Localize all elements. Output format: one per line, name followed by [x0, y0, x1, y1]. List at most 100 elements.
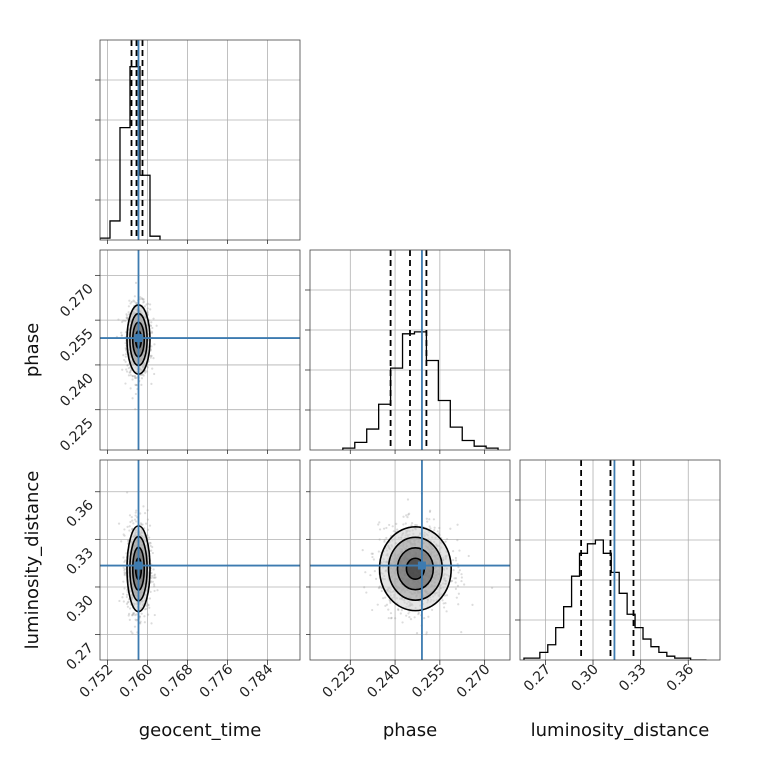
sample-point [140, 612, 143, 615]
sample-point [406, 498, 410, 501]
axes-frame [99, 459, 301, 661]
sample-point [129, 302, 132, 305]
sample-point [139, 620, 142, 623]
panel-content [100, 460, 300, 660]
sample-point [149, 544, 152, 547]
sample-point [384, 604, 387, 608]
sample-point [460, 630, 463, 634]
sample-point [146, 307, 149, 310]
sample-point [380, 589, 383, 593]
sample-point [128, 529, 131, 532]
sample-point [146, 613, 150, 616]
sample-point [123, 572, 126, 576]
sample-point [127, 539, 130, 542]
sample-point [128, 525, 131, 528]
y-tick-label: 0.33 [63, 545, 96, 578]
sample-point [395, 522, 398, 525]
sample-point [141, 373, 144, 376]
sample-point [385, 526, 388, 530]
x-axis-label: geocent_time [139, 720, 262, 741]
sample-point [456, 562, 459, 566]
sample-point [148, 524, 152, 527]
sample-point [120, 331, 123, 334]
sample-point [429, 509, 432, 512]
sample-point [150, 549, 153, 552]
sample-point [392, 530, 395, 533]
sample-point [441, 599, 444, 602]
sample-point [141, 523, 144, 526]
sample-point [407, 512, 411, 515]
sample-point [132, 612, 136, 615]
sample-point [134, 376, 137, 380]
sample-point [155, 324, 158, 327]
sample-point [432, 518, 436, 521]
sample-point [143, 512, 147, 515]
sample-point [407, 612, 410, 615]
sample-point [378, 538, 381, 541]
axes-frame [99, 249, 301, 451]
sample-point [132, 299, 135, 302]
sample-point [431, 608, 434, 612]
sample-point [442, 602, 445, 605]
sample-point [133, 374, 136, 378]
sample-point [417, 611, 420, 614]
sample-point [147, 302, 150, 305]
sample-point [408, 610, 411, 613]
sample-point [151, 551, 154, 555]
sample-point [120, 540, 123, 543]
sample-point [454, 577, 458, 580]
sample-point [433, 528, 436, 532]
y-tick-label: 0.30 [63, 592, 96, 625]
sample-point [444, 540, 447, 543]
sample-point [146, 534, 149, 537]
sample-point [126, 364, 129, 367]
sample-point [458, 569, 461, 572]
sample-point [378, 586, 381, 589]
sample-point [373, 570, 376, 573]
sample-point [117, 318, 120, 321]
y-tick-label: 0.36 [63, 497, 96, 530]
sample-point [454, 581, 457, 584]
sample-point [122, 592, 125, 596]
sample-point [143, 608, 147, 611]
contour-line [396, 546, 435, 591]
sample-point [150, 576, 153, 580]
sample-point [149, 590, 152, 593]
sample-point [129, 520, 132, 524]
scatter-panel-geocent_time-luminosity_distance [99, 459, 301, 661]
sample-point [147, 604, 150, 607]
sample-point [150, 330, 154, 333]
axes-frame [99, 39, 301, 241]
sample-point [128, 371, 131, 374]
sample-point [125, 593, 129, 596]
sample-point [125, 316, 129, 319]
sample-point [150, 321, 153, 324]
sample-point [443, 594, 447, 597]
sample-point [152, 356, 155, 360]
sample-point [142, 298, 145, 301]
sample-point [131, 397, 134, 400]
hist-panel-geocent_time [95, 39, 301, 244]
x-tick-label: 0.784 [237, 661, 277, 701]
sample-point [450, 579, 454, 583]
sample-point [377, 523, 380, 526]
sample-point [141, 297, 144, 301]
hist-panel-phase [305, 249, 511, 454]
sample-point [143, 621, 146, 624]
sample-point [413, 616, 416, 619]
sample-point [450, 580, 453, 583]
y-tick-label: 0.225 [57, 415, 97, 455]
sample-point [409, 617, 413, 621]
sample-point [149, 324, 153, 328]
sample-point [455, 596, 458, 599]
panel-content [310, 460, 510, 660]
sample-point [122, 600, 125, 603]
sample-point [150, 622, 153, 625]
sample-point [134, 514, 137, 517]
sample-point [123, 528, 126, 531]
sample-point [153, 589, 156, 593]
sample-point [456, 523, 459, 526]
y-axis-label: phase [22, 323, 43, 377]
sample-point [125, 370, 129, 373]
